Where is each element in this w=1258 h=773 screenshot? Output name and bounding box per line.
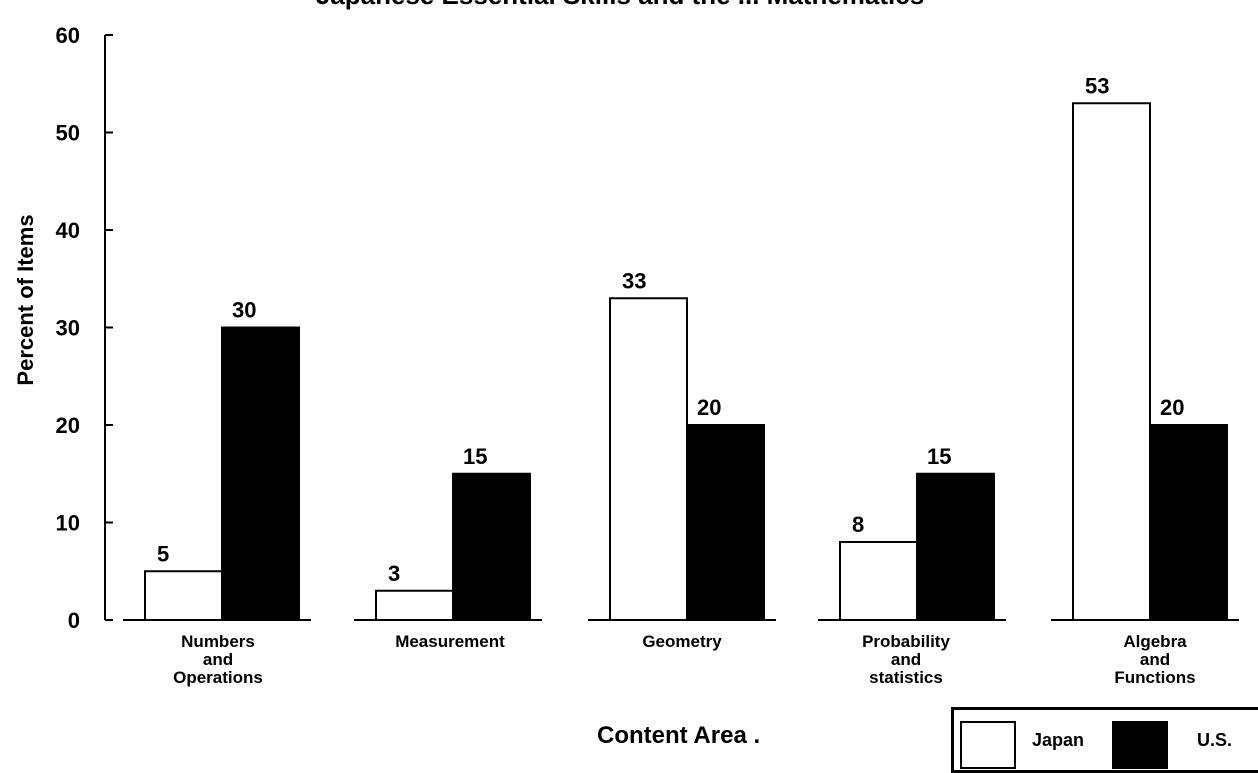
x-category-label: and (1140, 650, 1170, 669)
y-axis-label: Percent of Items (13, 214, 38, 385)
bar-value-label: 53 (1085, 73, 1109, 98)
x-category-label: Probability (862, 632, 950, 651)
data-labels: 5 30 3 15 33 20 8 15 53 20 (157, 73, 1184, 586)
bar-us. (916, 472, 995, 621)
bar-value-label: 20 (1160, 395, 1184, 420)
y-axis-ticks: 0 10 20 30 40 50 60 (56, 23, 113, 633)
x-category-label: Numbers (181, 632, 255, 651)
x-category-label: Measurement (395, 632, 505, 651)
x-category-label: Algebra (1123, 632, 1187, 651)
legend-swatch-japan (960, 721, 1016, 769)
legend-label-japan: Japan (1032, 730, 1085, 750)
bar-value-label: 15 (927, 444, 951, 469)
y-tick-label: 10 (56, 511, 80, 536)
y-tick-label: 40 (56, 218, 80, 243)
bar-japan (1072, 102, 1151, 621)
legend: Japan U.S. (951, 707, 1258, 773)
bar-us. (686, 424, 765, 621)
bar-value-label: 30 (232, 298, 256, 323)
y-tick-label: 30 (56, 316, 80, 341)
bar-us. (221, 326, 300, 621)
x-category-label: statistics (869, 668, 943, 687)
bar-japan (839, 541, 918, 621)
chart-title: Japanese Essential Skills and the ... Ma… (316, 0, 924, 10)
y-tick-label: 60 (56, 23, 80, 48)
x-category-label: Operations (173, 668, 263, 687)
bar-value-label: 20 (697, 395, 721, 420)
x-axis-label: Content Area . (597, 722, 760, 749)
y-tick-label: 20 (56, 413, 80, 438)
y-tick-label: 0 (68, 608, 80, 633)
legend-label-us: U.S. (1197, 730, 1233, 750)
bar-value-label: 5 (157, 541, 169, 566)
bar-value-label: 15 (463, 444, 487, 469)
legend-swatch-us (1112, 721, 1168, 769)
y-tick-label: 50 (56, 121, 80, 146)
bar-japan (609, 297, 688, 621)
x-category-label: and (203, 650, 233, 669)
bar-us. (452, 472, 531, 621)
bar-us. (1149, 424, 1228, 621)
x-category-label: and (891, 650, 921, 669)
bar-japan (144, 570, 223, 621)
bar-value-label: 3 (388, 561, 400, 586)
bar-japan (375, 589, 454, 621)
bar-value-label: 33 (622, 268, 646, 293)
x-category-label: Geometry (642, 632, 722, 651)
bars (144, 102, 1228, 621)
bar-value-label: 8 (852, 512, 864, 537)
x-category-label: Functions (1114, 668, 1195, 687)
